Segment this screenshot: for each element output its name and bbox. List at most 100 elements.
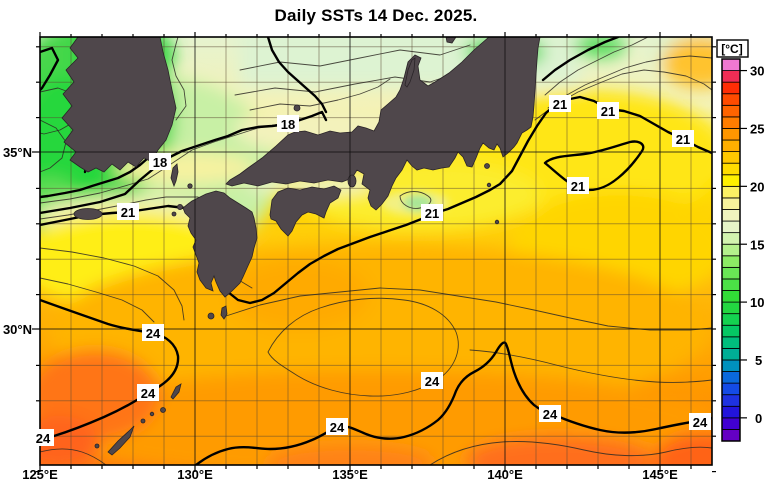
colorbar-cell bbox=[722, 383, 740, 395]
colorbar-cell bbox=[722, 406, 740, 418]
colorbar-cell bbox=[722, 372, 740, 384]
contour-label-text: 21 bbox=[121, 205, 135, 220]
lon-label-140e: 140°E bbox=[487, 467, 523, 482]
colorbar-label-20: 20 bbox=[750, 179, 764, 194]
land-oki bbox=[294, 105, 300, 111]
colorbar-cell bbox=[722, 348, 740, 360]
colorbar-cell bbox=[722, 152, 740, 164]
contour-label: 18 bbox=[277, 115, 299, 132]
lat-label-35n: 35°N bbox=[3, 145, 32, 160]
map-area bbox=[5, 20, 755, 484]
lat-label-30n: 30°N bbox=[3, 322, 32, 337]
colorbar-cell bbox=[722, 105, 740, 117]
colorbar-cell bbox=[722, 71, 740, 83]
contour-label: 24 bbox=[326, 418, 348, 435]
contour-label-text: 21 bbox=[571, 179, 585, 194]
colorbar-cell bbox=[722, 418, 740, 430]
contour-label-text: 24 bbox=[330, 420, 345, 435]
land-yakushima bbox=[208, 313, 214, 319]
contour-label-text: 21 bbox=[601, 104, 615, 119]
colorbar-label-0: 0 bbox=[755, 411, 762, 426]
lon-label-125e: 125°E bbox=[22, 467, 58, 482]
colorbar-cell bbox=[722, 59, 740, 71]
contour-label-text: 18 bbox=[153, 155, 167, 170]
colorbar-cell bbox=[722, 256, 740, 268]
colorbar-cell bbox=[722, 267, 740, 279]
colorbar-cell bbox=[722, 128, 740, 140]
colorbar-cell bbox=[722, 186, 740, 198]
colorbar-cell bbox=[722, 198, 740, 210]
figure-title: Daily SSTs 14 Dec. 2025. bbox=[275, 6, 478, 25]
colorbar-tick-labels: 30 25 20 15 10 5 0 bbox=[750, 64, 764, 426]
lon-label-135e: 135°E bbox=[332, 467, 368, 482]
colorbar-cell bbox=[722, 82, 740, 94]
colorbar-cell bbox=[722, 233, 740, 245]
contour-label: 21 bbox=[672, 130, 694, 147]
land-goto bbox=[172, 212, 176, 216]
land-island bbox=[141, 419, 145, 423]
contour-label-text: 21 bbox=[425, 206, 439, 221]
latitude-labels: 35°N 30°N bbox=[3, 145, 32, 337]
colorbar-label-25: 25 bbox=[750, 122, 764, 137]
contour-label-text: 24 bbox=[425, 374, 440, 389]
colorbar-unit-label: [°C] bbox=[721, 42, 742, 56]
contour-label: 21 bbox=[549, 95, 571, 112]
land-goto bbox=[177, 204, 182, 209]
colorbar-label-5: 5 bbox=[755, 353, 762, 368]
contour-label-text: 24 bbox=[141, 386, 156, 401]
colorbar-cell bbox=[722, 429, 740, 441]
land-awaji bbox=[348, 175, 356, 187]
sst-analysis-figure: 18 18 21 21 21 21 21 21 24 24 24 24 24 2… bbox=[0, 0, 770, 491]
contour-label-text: 24 bbox=[146, 326, 161, 341]
colorbar: [°C] 30 25 20 15 10 5 0 bbox=[717, 40, 764, 441]
colorbar-ticks bbox=[740, 71, 747, 418]
contour-label: 24 bbox=[142, 324, 164, 341]
contour-label: 24 bbox=[137, 384, 159, 401]
colorbar-cell bbox=[722, 360, 740, 372]
colorbar-cell bbox=[722, 279, 740, 291]
contour-label: 24 bbox=[421, 372, 443, 389]
land-izu-island bbox=[495, 220, 499, 224]
contour-label: 24 bbox=[689, 413, 711, 430]
land-island bbox=[150, 412, 154, 416]
land-iki bbox=[188, 184, 192, 188]
contour-label-text: 24 bbox=[693, 415, 708, 430]
colorbar-cell bbox=[722, 94, 740, 106]
contour-label-text: 21 bbox=[676, 132, 690, 147]
contour-label: 21 bbox=[117, 203, 139, 220]
contour-label-text: 18 bbox=[281, 117, 295, 132]
land-izu-island bbox=[487, 183, 491, 187]
contour-label: 24 bbox=[32, 429, 54, 446]
colorbar-cell bbox=[722, 221, 740, 233]
colorbar-cell bbox=[722, 244, 740, 256]
colorbar-cell bbox=[722, 163, 740, 175]
colorbar-cell bbox=[722, 314, 740, 326]
colorbar-label-30: 30 bbox=[750, 64, 764, 79]
longitude-labels: 125°E 130°E 135°E 140°E 145°E bbox=[22, 467, 678, 482]
contour-label: 18 bbox=[149, 153, 171, 170]
lon-label-130e: 130°E bbox=[177, 467, 213, 482]
contour-label-text: 24 bbox=[36, 431, 51, 446]
land-izu-oshima bbox=[485, 164, 490, 169]
lon-label-145e: 145°E bbox=[642, 467, 678, 482]
colorbar-cells bbox=[722, 59, 740, 441]
land-island bbox=[95, 444, 99, 448]
colorbar-cell bbox=[722, 302, 740, 314]
colorbar-cell bbox=[722, 325, 740, 337]
contour-label-text: 24 bbox=[543, 407, 558, 422]
contour-label: 21 bbox=[421, 204, 443, 221]
colorbar-label-15: 15 bbox=[750, 237, 764, 252]
colorbar-cell bbox=[722, 291, 740, 303]
land-jeju bbox=[74, 209, 102, 220]
colorbar-cell bbox=[722, 175, 740, 187]
contour-label: 21 bbox=[597, 102, 619, 119]
contour-label: 21 bbox=[567, 177, 589, 194]
colorbar-cell bbox=[722, 209, 740, 221]
colorbar-cell bbox=[722, 337, 740, 349]
colorbar-cell bbox=[722, 395, 740, 407]
colorbar-cell bbox=[722, 117, 740, 129]
contour-label-text: 21 bbox=[553, 97, 567, 112]
contour-label: 24 bbox=[539, 405, 561, 422]
sst-map-canvas: 18 18 21 21 21 21 21 21 24 24 24 24 24 2… bbox=[0, 0, 770, 491]
colorbar-label-10: 10 bbox=[750, 295, 764, 310]
